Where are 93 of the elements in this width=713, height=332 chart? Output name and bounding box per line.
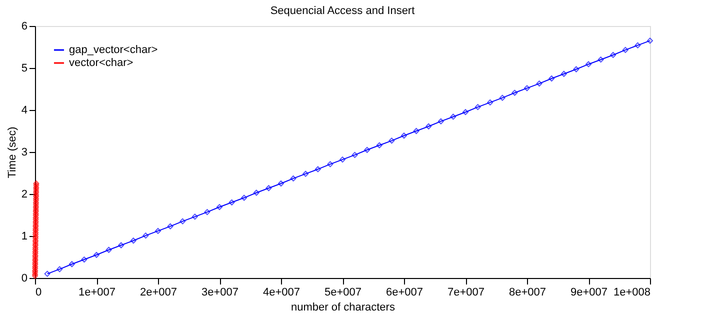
point: [290, 175, 296, 182]
point: [32, 260, 38, 266]
point: [118, 242, 124, 248]
point: [32, 269, 38, 276]
point: [586, 61, 592, 68]
y-tick-label: 6: [21, 20, 28, 32]
point: [32, 235, 39, 242]
point: [327, 161, 334, 168]
y-axis-title: Time (sec): [6, 126, 18, 178]
point: [32, 252, 38, 258]
point: [33, 192, 40, 198]
point: [401, 132, 407, 139]
point: [81, 256, 88, 263]
point: [499, 94, 506, 101]
point: [512, 90, 518, 96]
point: [68, 261, 75, 268]
point: [573, 66, 580, 72]
point: [647, 38, 653, 44]
x-tick-label: 4e+007: [262, 286, 300, 298]
point: [228, 199, 235, 206]
y-tick-label: 1: [21, 230, 28, 242]
x-tick-label: 1e+007: [78, 286, 116, 298]
point: [94, 252, 100, 258]
point: [253, 190, 260, 196]
point: [32, 233, 39, 240]
x-tick-label: 1e+008: [613, 286, 650, 298]
point: [32, 262, 38, 268]
y-tick-label: 5: [21, 62, 28, 74]
point: [33, 194, 40, 200]
x-tick-label: 9e+007: [570, 286, 608, 298]
point: [487, 99, 494, 106]
point: [548, 76, 555, 82]
point: [32, 199, 39, 206]
point: [241, 194, 248, 201]
x-tick-label: 8e+007: [508, 286, 546, 298]
point: [32, 240, 38, 247]
point: [130, 238, 136, 244]
point: [376, 142, 382, 148]
point: [352, 152, 358, 158]
point: [610, 52, 616, 58]
x-tick-label: 6e+007: [386, 286, 424, 298]
point: [44, 270, 50, 277]
point: [192, 214, 198, 220]
point: [155, 228, 161, 234]
point: [474, 104, 481, 110]
point: [524, 85, 530, 92]
point: [426, 123, 432, 130]
point: [33, 182, 40, 188]
x-tick-label: 7e+007: [447, 286, 485, 298]
point: [32, 267, 38, 274]
point: [438, 118, 444, 124]
point: [560, 70, 567, 77]
x-tick-label: 3e+007: [201, 286, 239, 298]
point: [364, 146, 370, 153]
point: [216, 204, 222, 210]
point: [340, 156, 346, 163]
chart-title: Sequencial Access and Insert: [270, 5, 415, 17]
point: [56, 266, 63, 272]
point: [180, 218, 186, 224]
legend-label: gap_vector<char>: [69, 44, 158, 56]
point: [462, 109, 468, 116]
point: [314, 166, 321, 172]
point: [32, 228, 39, 234]
point: [32, 206, 39, 213]
point: [450, 114, 456, 120]
point: [622, 46, 628, 53]
x-axis-title: number of characters: [291, 302, 396, 314]
point: [598, 56, 604, 63]
x-tick-label: 0: [36, 286, 42, 298]
point: [106, 246, 112, 253]
point: [32, 208, 39, 215]
point: [32, 242, 38, 249]
point: [266, 185, 272, 192]
x-tick-label: 5e+007: [324, 286, 362, 298]
point: [32, 226, 39, 232]
point: [413, 128, 420, 134]
point: [32, 201, 39, 208]
point: [167, 223, 174, 230]
x-tick-label: 2e+007: [140, 286, 178, 298]
point: [32, 254, 38, 260]
legend-label: vector<char>: [69, 57, 134, 69]
point: [536, 80, 542, 87]
y-tick-label: 4: [21, 104, 28, 116]
point: [33, 180, 40, 186]
point: [634, 42, 641, 48]
y-tick-label: 0: [21, 272, 28, 284]
point: [142, 232, 149, 239]
point: [204, 209, 210, 216]
point: [278, 180, 284, 186]
point: [302, 170, 309, 177]
point: [388, 138, 395, 144]
y-tick-label: 3: [21, 146, 28, 158]
y-tick-label: 2: [21, 188, 28, 200]
